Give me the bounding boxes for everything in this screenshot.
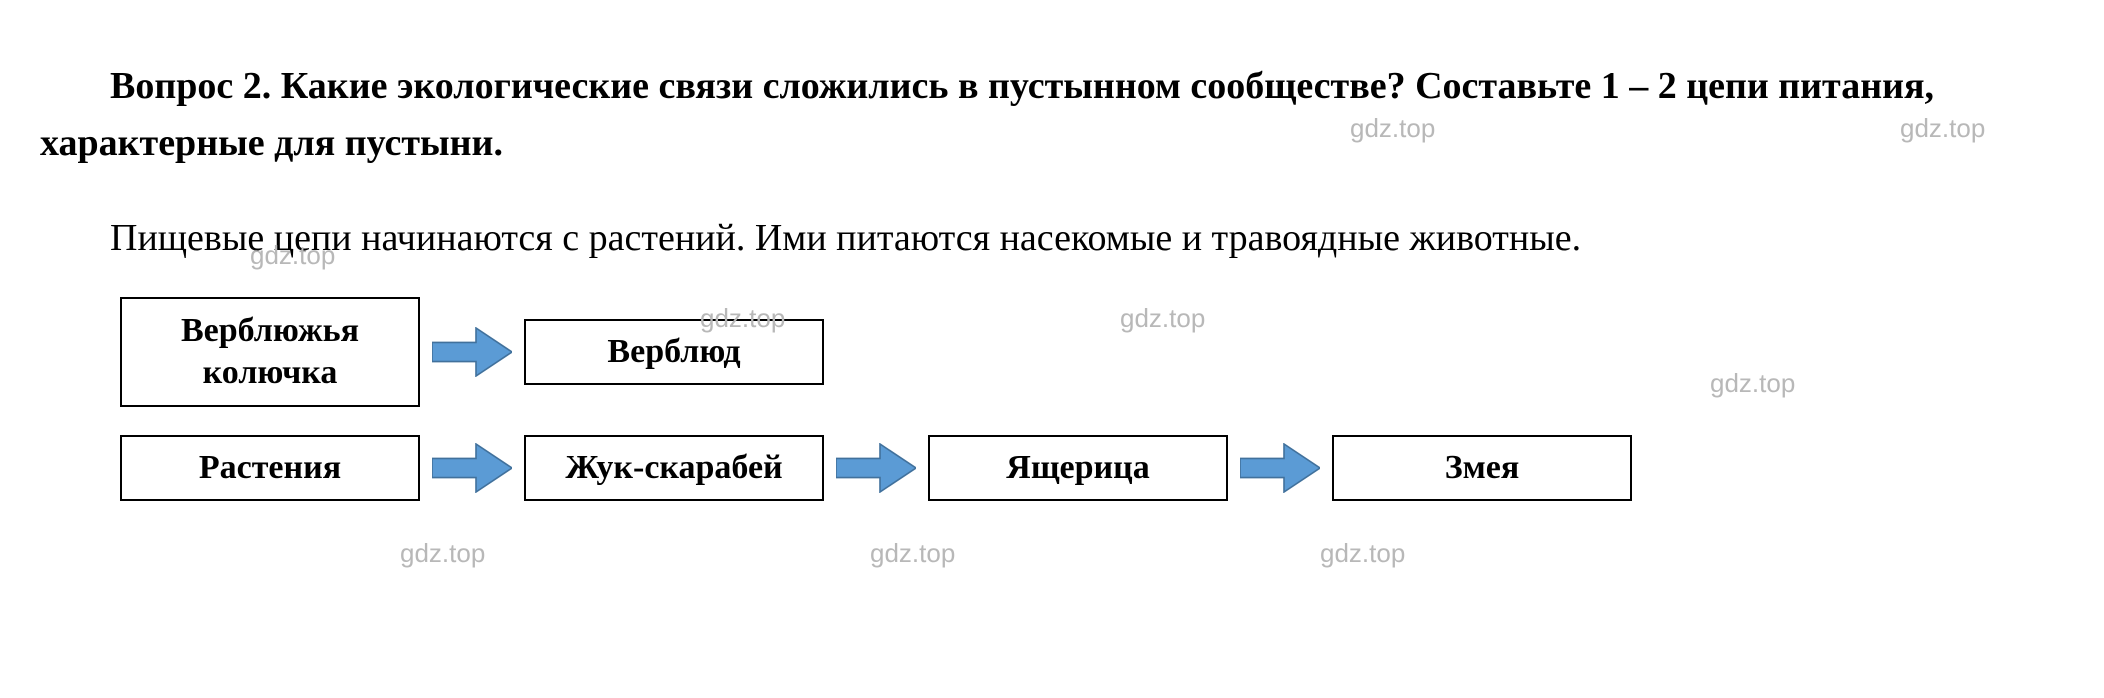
chain-node: Жук-скарабей — [524, 435, 824, 501]
chain-node: Растения — [120, 435, 420, 501]
question-text: Вопрос 2. Какие экологические связи слож… — [40, 58, 2064, 172]
watermark-text: gdz.top — [400, 538, 485, 569]
watermark-text: gdz.top — [1320, 538, 1405, 569]
arrow-icon — [432, 443, 512, 493]
chain-node: Верблюд — [524, 319, 824, 385]
page-container: Вопрос 2. Какие экологические связи слож… — [40, 58, 2064, 501]
chain-node: Змея — [1332, 435, 1632, 501]
chain-node: Ящерица — [928, 435, 1228, 501]
watermark-text: gdz.top — [870, 538, 955, 569]
arrow-icon — [1240, 443, 1320, 493]
arrow-icon — [836, 443, 916, 493]
chain-node: Верблюжья колючка — [120, 297, 420, 407]
food-chain: Растения Жук-скарабей Ящерица Змея — [120, 435, 2064, 501]
food-chain: Верблюжья колючка Верблюд — [120, 297, 2064, 407]
arrow-icon — [432, 327, 512, 377]
food-chains-diagram: Верблюжья колючка Верблюд Растения Жук-скар… — [40, 297, 2064, 501]
answer-text: Пищевые цепи начинаются с растений. Ими … — [40, 210, 2064, 267]
